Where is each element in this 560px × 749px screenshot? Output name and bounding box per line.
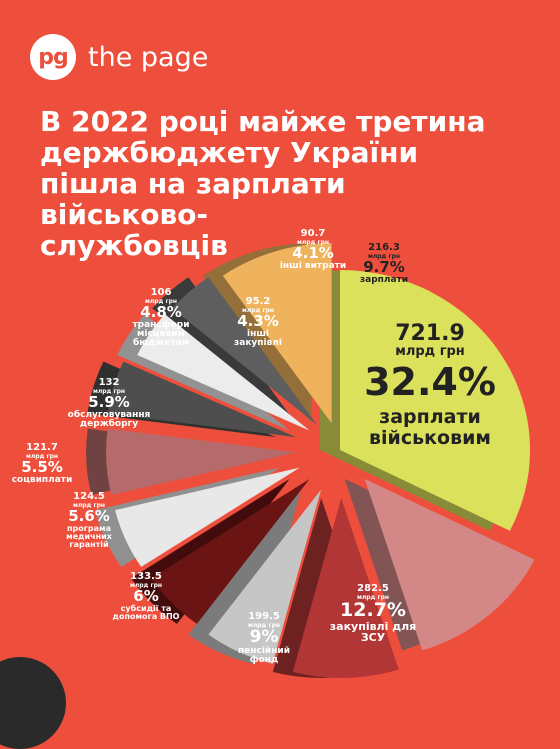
slice-name: трансфери місцевим бюджетам — [132, 319, 190, 349]
title-line: В 2022 році майже третина — [40, 105, 486, 138]
pie-slice — [172, 277, 318, 425]
title-line: пішла на зарплати — [40, 167, 346, 200]
slice-label: 216.3 млрд грн 9.7% зарплати — [352, 242, 416, 285]
pie-slice — [208, 489, 322, 664]
slice-name: субсидії та допомога ВПО — [112, 603, 180, 621]
slice-percent: 9.7% — [363, 257, 405, 276]
pie-slice — [115, 467, 300, 567]
slice-unit: млрд грн — [296, 238, 330, 246]
slice-amount: 133.5 — [130, 571, 162, 582]
slice-percent: 4.1% — [292, 243, 334, 262]
slice-label: 721.9 млрд грн 32.4% зарплати військовим — [345, 322, 515, 450]
slice-label: 124.5 млрд грн 5.6% програма медичних га… — [50, 491, 128, 550]
slice-amount: 199.5 — [248, 611, 280, 622]
slice-percent: 5.6% — [68, 506, 110, 525]
slice-unit: млрд грн — [247, 621, 281, 629]
slice-percent: 9% — [249, 626, 279, 647]
slice-percent: 32.4% — [364, 359, 496, 404]
pie-slice — [340, 270, 530, 531]
slice-unit: млрд грн — [367, 252, 401, 260]
slice-amount: 90.7 — [300, 228, 326, 239]
slice-name: зарплати військовим — [369, 405, 491, 450]
pie-slice — [222, 243, 332, 424]
slice-unit: млрд грн — [129, 581, 163, 589]
slice-label: 199.5 млрд грн 9% пенсійний фонд — [228, 611, 300, 666]
slice-name: зарплати — [359, 274, 409, 285]
slice-label: 95.2 млрд грн 4.3% інші закупівлі — [224, 296, 292, 348]
slice-unit: млрд грн — [395, 344, 465, 360]
chart-title: В 2022 році майже третина держбюджету Ук… — [40, 106, 530, 261]
slice-label: 106 млрд грн 4.8% трансфери місцевим бюд… — [118, 287, 204, 349]
slice-percent: 6% — [133, 586, 159, 605]
slice-percent: 5.9% — [88, 392, 130, 411]
brand-mark: pg — [30, 34, 76, 80]
slice-name: інші витрати — [279, 260, 347, 271]
slice-name: пенсійний фонд — [237, 645, 291, 666]
slice-name: соцвиплати — [11, 474, 73, 485]
slice-unit: млрд грн — [356, 593, 390, 601]
slice-amount: 132 — [98, 377, 120, 388]
slice-amount: 106 — [150, 287, 172, 298]
brand-logo: pg the page — [30, 34, 208, 80]
slice-unit: млрд грн — [72, 501, 106, 509]
slice-amount: 216.3 — [368, 242, 400, 253]
slice-label: 132 млрд грн 5.9% обслуговування держбор… — [62, 377, 156, 429]
pie-slice-side — [188, 489, 302, 664]
title-line: військово- — [40, 198, 209, 231]
exploded-pie-chart — [86, 243, 535, 678]
slice-name: обслуговування держборгу — [67, 409, 151, 429]
pie-slice — [292, 497, 399, 678]
pie-slice — [364, 478, 535, 651]
title-line: держбюджету України — [40, 136, 419, 169]
slice-name: інші закупівлі — [234, 328, 282, 348]
slice-percent: 4.3% — [237, 311, 279, 330]
slice-amount: 124.5 — [73, 491, 105, 502]
slice-label: 90.7 млрд грн 4.1% інші витрати — [278, 228, 348, 271]
slice-unit: млрд грн — [92, 387, 126, 395]
slice-percent: 4.8% — [140, 302, 182, 321]
slice-percent: 5.5% — [21, 457, 63, 476]
slice-label: 121.7 млрд грн 5.5% соцвиплати — [4, 442, 80, 485]
slice-name: закупівлі для ЗСУ — [329, 619, 417, 645]
slice-unit: млрд грн — [241, 306, 275, 314]
slice-amount: 721.9 — [395, 321, 465, 346]
pie-slice — [137, 314, 310, 431]
slice-percent: 12.7% — [340, 598, 406, 621]
slice-amount: 282.5 — [357, 583, 389, 594]
brand-name: the page — [88, 41, 209, 73]
pie-slice — [107, 361, 296, 438]
slice-unit: млрд грн — [25, 452, 59, 460]
slice-amount: 121.7 — [26, 442, 58, 453]
slice-name: програма медичних гарантій — [66, 523, 112, 550]
pie-slice — [151, 478, 310, 624]
slice-label: 282.5 млрд грн 12.7% закупівлі для ЗСУ — [328, 583, 418, 645]
pie-slice — [106, 428, 297, 495]
title-line: службовців — [40, 229, 228, 262]
slice-amount: 95.2 — [245, 296, 271, 307]
slice-unit: млрд грн — [144, 297, 178, 305]
slice-label: 133.5 млрд грн 6% субсидії та допомога В… — [110, 571, 182, 621]
